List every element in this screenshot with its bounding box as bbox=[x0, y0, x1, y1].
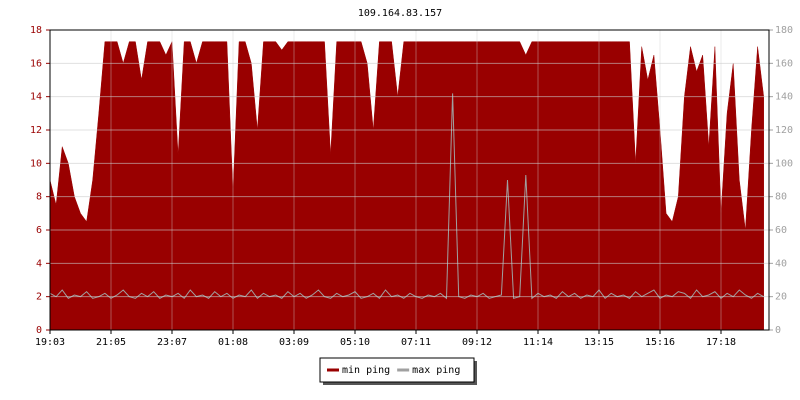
y-tick-label: 16 bbox=[30, 58, 42, 69]
y-tick-label: 6 bbox=[36, 225, 42, 236]
y-tick-label: 18 bbox=[30, 25, 42, 36]
y-tick-label: 0 bbox=[36, 325, 42, 336]
y-tick-label: 4 bbox=[36, 258, 42, 269]
y2-tick-label: 160 bbox=[775, 58, 793, 69]
x-tick-label: 01:08 bbox=[218, 337, 248, 348]
plot-frame bbox=[49, 29, 770, 331]
x-tick-label: 15:16 bbox=[645, 337, 675, 348]
y2-tick-label: 40 bbox=[775, 258, 787, 269]
x-tick-label: 09:12 bbox=[462, 337, 492, 348]
x-tick-label: 07:11 bbox=[401, 337, 431, 348]
y2-tick-label: 100 bbox=[775, 158, 793, 169]
y-tick-label: 2 bbox=[36, 292, 42, 303]
x-tick-label: 17:18 bbox=[706, 337, 736, 348]
y2-tick-label: 20 bbox=[775, 292, 787, 303]
y2-tick-label: 180 bbox=[775, 25, 793, 36]
chart-title: 109.164.83.157 bbox=[358, 8, 442, 19]
y2-tick-label: 80 bbox=[775, 192, 787, 203]
x-tick-label: 19:03 bbox=[35, 337, 65, 348]
y-tick-label: 12 bbox=[30, 125, 42, 136]
line bbox=[49, 93, 764, 300]
legend-label: max ping bbox=[412, 365, 460, 376]
y-tick-label: 10 bbox=[30, 158, 42, 169]
y-tick-label: 14 bbox=[30, 92, 42, 103]
y2-tick-label: 60 bbox=[775, 225, 787, 236]
x-tick-label: 23:07 bbox=[157, 337, 187, 348]
x-tick-label: 05:10 bbox=[340, 337, 370, 348]
x-tick-label: 11:14 bbox=[523, 337, 553, 348]
x-tick-label: 21:05 bbox=[96, 337, 126, 348]
y2-tick-label: 120 bbox=[775, 125, 793, 136]
x-tick-label: 03:09 bbox=[279, 337, 309, 348]
y2-tick-label: 140 bbox=[775, 92, 793, 103]
legend-box bbox=[319, 357, 475, 383]
y2-tick-label: 0 bbox=[775, 325, 781, 336]
legend-label: min ping bbox=[342, 365, 390, 376]
y-tick-label: 8 bbox=[36, 192, 42, 203]
x-tick-label: 13:15 bbox=[584, 337, 614, 348]
